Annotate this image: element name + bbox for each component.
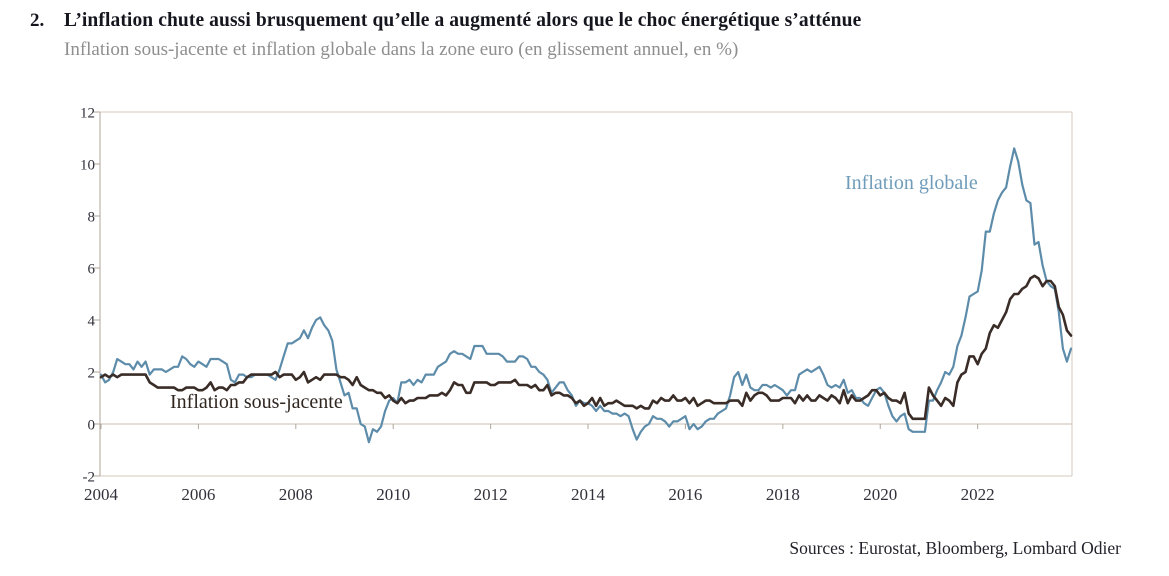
x-axis-tick-label: 2008 (279, 485, 313, 504)
y-axis-tick-label: 10 (80, 158, 95, 174)
x-axis-tick-label: 2010 (376, 485, 410, 504)
x-axis-tick-label: 2014 (571, 485, 606, 504)
figure-number: 2. (30, 10, 45, 31)
y-axis-tick-label: 4 (88, 314, 96, 330)
chart-subtitle: Inflation sous-jacente et inflation glob… (64, 39, 739, 60)
x-axis-tick-label: 2004 (84, 485, 119, 504)
y-axis-tick-label: -2 (83, 470, 96, 486)
x-axis-tick-label: 2022 (961, 485, 995, 504)
x-axis-tick-label: 2020 (863, 485, 897, 504)
y-axis-tick-label: 8 (88, 210, 96, 226)
y-axis-tick-label: 0 (88, 418, 96, 434)
series-line-sous-jacente (99, 274, 1073, 421)
y-axis-tick-label: 2 (88, 366, 96, 382)
y-axis-tick-label: 12 (80, 106, 95, 122)
series-label-sous-jacente: Inflation sous-jacente (170, 391, 343, 413)
x-axis-tick-label: 2018 (766, 485, 800, 504)
x-axis-tick-label: 2016 (668, 485, 702, 504)
x-axis-tick-label: 2012 (474, 485, 508, 504)
series-label-globale: Inflation globale (845, 172, 978, 194)
y-axis-tick-label: 6 (88, 262, 96, 278)
x-axis-tick-label: 2006 (181, 485, 215, 504)
sources-note: Sources : Eurostat, Bloomberg, Lombard O… (789, 538, 1121, 558)
chart-title: L’inflation chute aussi brusquement qu’e… (64, 10, 862, 31)
